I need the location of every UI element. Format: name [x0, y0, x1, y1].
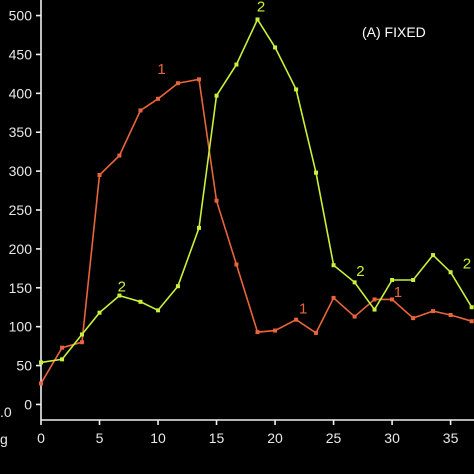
series-2-point — [372, 307, 377, 312]
series-2-line — [40, 17, 473, 364]
series-2-label: 2 — [463, 255, 471, 272]
y-tick-label: 350 — [9, 124, 33, 140]
panel-label: (A) FIXED — [362, 24, 426, 40]
series-2-point — [214, 93, 219, 98]
x-tick-label: 0 — [37, 430, 45, 446]
series-1-point — [156, 96, 161, 101]
y-tick-label: 500 — [9, 8, 33, 24]
series-1-label: 1 — [394, 284, 402, 301]
series-2-point — [196, 225, 201, 230]
series-2-label: 2 — [257, 0, 265, 16]
series-1-point — [196, 77, 201, 82]
series-1-point — [255, 330, 260, 335]
series-1-point — [294, 317, 299, 322]
series-2-point — [411, 278, 416, 282]
series-1-point — [234, 262, 239, 267]
series-1-point — [79, 340, 84, 345]
series-2-point — [331, 263, 336, 268]
series-1-point — [39, 381, 43, 386]
series-2-point — [175, 284, 180, 289]
y-tick-label: 0 — [24, 396, 32, 412]
series-1-point — [138, 108, 143, 113]
series-2-label: 2 — [356, 263, 364, 280]
series-2-point — [156, 308, 161, 313]
series-2-point — [273, 45, 278, 50]
series-2-point — [234, 62, 239, 67]
series-lines — [39, 17, 474, 386]
y-tick-label: 50 — [16, 358, 32, 374]
y-tick-label: 200 — [9, 241, 33, 257]
x-tick-label: 35 — [443, 430, 459, 446]
series-2-point — [79, 332, 84, 337]
x-tick-label: 15 — [209, 430, 225, 446]
series-2-point — [138, 299, 143, 304]
series-2-point — [469, 305, 474, 310]
series-2-point — [97, 310, 102, 315]
y-tick-label: 100 — [9, 319, 33, 335]
series-2-point — [255, 17, 260, 22]
y-tick-label: 250 — [9, 202, 33, 218]
series-1-point — [411, 316, 416, 321]
series-2-point — [352, 280, 357, 285]
x-tick-label: 10 — [150, 430, 166, 446]
series-2-label: 2 — [118, 279, 126, 296]
series-1-point — [273, 328, 278, 333]
left-fragment-label: g — [0, 431, 8, 447]
series-2-point — [431, 253, 436, 258]
series-1-point — [331, 295, 336, 300]
series-1-point — [431, 309, 436, 314]
y-tick-label: 150 — [9, 280, 33, 296]
series-2-point — [117, 293, 122, 298]
x-tick-label: 30 — [384, 430, 400, 446]
series-1-point — [214, 198, 219, 203]
series-1-point — [60, 345, 65, 350]
series-1-point — [175, 81, 180, 86]
left-fragment-label: .0 — [0, 404, 12, 420]
series-1-label: 1 — [157, 61, 165, 78]
y-tick-label: 300 — [9, 163, 33, 179]
series-2-point — [390, 278, 395, 282]
series-1-line — [40, 78, 472, 384]
x-tick-label: 20 — [267, 430, 283, 446]
series-point-labels: 1 1 1 2 2 2 2 — [118, 0, 472, 317]
series-1-point — [448, 313, 453, 317]
series-2-point — [60, 357, 65, 362]
series-1-point — [390, 297, 395, 302]
series-1-point — [117, 153, 122, 158]
y-tick-label: 400 — [9, 85, 33, 101]
series-2-point — [39, 360, 43, 365]
y-tick-label: 450 — [9, 46, 33, 62]
series-1-point — [314, 330, 319, 335]
axes — [40, 0, 474, 421]
x-tick-label: 25 — [326, 430, 342, 446]
x-tick-label: 5 — [96, 430, 104, 446]
series-1-point — [352, 314, 357, 319]
series-1-point — [372, 297, 377, 302]
series-2-point — [294, 87, 299, 92]
series-1-label: 1 — [299, 300, 307, 317]
series-1-point — [97, 173, 102, 177]
series-2-point — [314, 170, 319, 175]
tick-labels: 0 50 100 150 200 250 300 350 400 450 500 0 5 10 15 20 25… — [9, 8, 459, 446]
series-1-point — [469, 319, 474, 324]
series-2-point — [448, 270, 453, 275]
